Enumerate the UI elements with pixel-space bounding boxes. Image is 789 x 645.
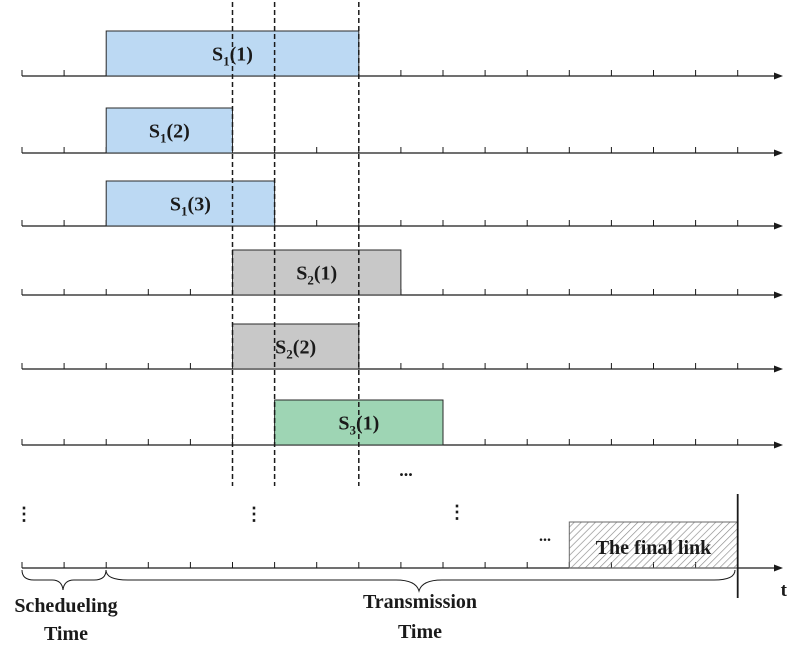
- timeline-row: S3(1): [21, 399, 783, 449]
- final-link-block: [568, 521, 739, 569]
- timeline-row: S1(1): [21, 30, 783, 80]
- vertical-ellipsis: ⋮: [448, 502, 466, 522]
- transmission-time-brace: [105, 569, 736, 593]
- transmission-block: [232, 323, 360, 370]
- transmission-time-label-line2: Time: [398, 621, 442, 643]
- block-label: S3(1): [338, 413, 379, 438]
- timeline-rows: S1(1) S1(2) S1(3) S2(1) S2(2) S3(1): [21, 30, 783, 449]
- final-timeline: The final link: [21, 494, 783, 598]
- final-link-label: The final link: [596, 537, 712, 559]
- block-label: S1(3): [170, 194, 211, 219]
- transmission-block: [232, 249, 402, 296]
- vertical-ellipsis: ⋮: [245, 504, 263, 524]
- block-label: S1(1): [212, 44, 253, 69]
- horizontal-ellipsis: ...: [399, 460, 413, 480]
- transmission-time-label: Transmission: [363, 591, 477, 613]
- transmission-block: [105, 180, 276, 227]
- axis-arrow: [774, 149, 783, 157]
- axis-arrow: [774, 441, 783, 449]
- scheduling-time-brace: [21, 569, 107, 591]
- block-label: S2(1): [296, 263, 337, 288]
- vertical-ellipsis: ⋮: [15, 504, 33, 524]
- timeline-row: S1(2): [21, 107, 783, 157]
- timeline-row: S1(3): [21, 180, 783, 230]
- axis-arrow: [774, 222, 783, 230]
- scheduling-time-label-line2: Time: [44, 623, 88, 645]
- axis-arrow: [774, 564, 783, 572]
- time-axis-label: t: [781, 580, 788, 601]
- scheduling-time-label: Schedueling: [14, 595, 117, 617]
- timeline-row: S2(2): [21, 323, 783, 373]
- axis-arrow: [774, 365, 783, 373]
- axis-arrow: [774, 291, 783, 299]
- block-label: S1(2): [149, 121, 190, 146]
- timeline-row: S2(1): [21, 249, 783, 299]
- dashed-boundaries: [231, 2, 360, 486]
- horizontal-ellipsis: ...: [539, 528, 551, 545]
- block-label: S2(2): [275, 337, 316, 362]
- axis-arrow: [774, 72, 783, 80]
